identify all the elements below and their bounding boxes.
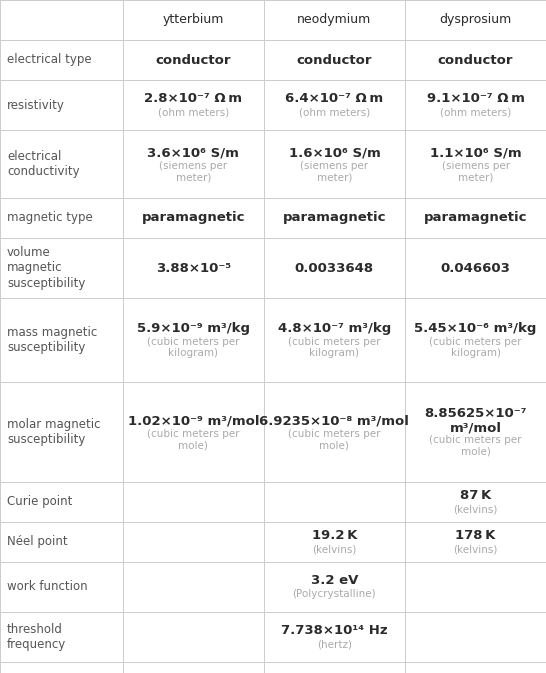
Text: (cubic meters per
mole): (cubic meters per mole): [147, 429, 240, 450]
Text: dysprosium: dysprosium: [440, 13, 512, 26]
Text: Curie point: Curie point: [7, 495, 73, 509]
Text: (cubic meters per
kilogram): (cubic meters per kilogram): [147, 336, 240, 358]
Text: 3.88×10⁻⁵: 3.88×10⁻⁵: [156, 262, 231, 275]
Text: ytterbium: ytterbium: [163, 13, 224, 26]
Text: 0.0033648: 0.0033648: [295, 262, 374, 275]
Text: 7.738×10¹⁴ Hz: 7.738×10¹⁴ Hz: [281, 625, 388, 637]
Text: 1.02×10⁻⁹ m³/mol: 1.02×10⁻⁹ m³/mol: [128, 415, 259, 427]
Text: (kelvins): (kelvins): [453, 504, 498, 514]
Text: threshold
frequency: threshold frequency: [7, 623, 66, 651]
Text: (kelvins): (kelvins): [312, 544, 357, 555]
Text: paramagnetic: paramagnetic: [424, 211, 527, 225]
Text: 5.45×10⁻⁶ m³/kg: 5.45×10⁻⁶ m³/kg: [414, 322, 537, 335]
Text: (siemens per
meter): (siemens per meter): [159, 161, 227, 182]
Text: 2.8×10⁻⁷ Ω m: 2.8×10⁻⁷ Ω m: [144, 92, 242, 106]
Text: (siemens per
meter): (siemens per meter): [442, 161, 509, 182]
Text: (cubic meters per
mole): (cubic meters per mole): [288, 429, 381, 450]
Text: 87 K: 87 K: [460, 489, 491, 503]
Text: work function: work function: [7, 581, 87, 594]
Text: (ohm meters): (ohm meters): [440, 108, 511, 117]
Text: 0.046603: 0.046603: [441, 262, 511, 275]
Text: conductor: conductor: [438, 53, 513, 67]
Text: conductor: conductor: [296, 53, 372, 67]
Text: molar magnetic
susceptibility: molar magnetic susceptibility: [7, 418, 100, 446]
Text: 19.2 K: 19.2 K: [312, 530, 357, 542]
Text: conductor: conductor: [156, 53, 231, 67]
Text: 3.6×10⁶ S/m: 3.6×10⁶ S/m: [147, 146, 239, 160]
Text: neodymium: neodymium: [298, 13, 371, 26]
Text: electrical type: electrical type: [7, 53, 92, 67]
Text: 9.1×10⁻⁷ Ω m: 9.1×10⁻⁷ Ω m: [426, 92, 525, 106]
Text: paramagnetic: paramagnetic: [141, 211, 245, 225]
Text: (cubic meters per
mole): (cubic meters per mole): [429, 435, 522, 456]
Text: mass magnetic
susceptibility: mass magnetic susceptibility: [7, 326, 97, 354]
Text: (Polycrystalline): (Polycrystalline): [293, 590, 376, 600]
Text: 6.9235×10⁻⁸ m³/mol: 6.9235×10⁻⁸ m³/mol: [259, 415, 410, 427]
Text: (siemens per
meter): (siemens per meter): [300, 161, 369, 182]
Text: 4.8×10⁻⁷ m³/kg: 4.8×10⁻⁷ m³/kg: [278, 322, 391, 335]
Text: 178 K: 178 K: [455, 530, 496, 542]
Text: magnetic type: magnetic type: [7, 211, 93, 225]
Text: (ohm meters): (ohm meters): [158, 108, 229, 117]
Text: 6.4×10⁻⁷ Ω m: 6.4×10⁻⁷ Ω m: [286, 92, 383, 106]
Text: (cubic meters per
kilogram): (cubic meters per kilogram): [429, 336, 522, 358]
Text: 1.6×10⁶ S/m: 1.6×10⁶ S/m: [288, 146, 381, 160]
Text: resistivity: resistivity: [7, 98, 65, 112]
Text: volume
magnetic
susceptibility: volume magnetic susceptibility: [7, 246, 85, 289]
Text: (cubic meters per
kilogram): (cubic meters per kilogram): [288, 336, 381, 358]
Text: 3.2 eV: 3.2 eV: [311, 575, 358, 588]
Text: 1.1×10⁶ S/m: 1.1×10⁶ S/m: [430, 146, 521, 160]
Text: (hertz): (hertz): [317, 639, 352, 649]
Text: electrical
conductivity: electrical conductivity: [7, 150, 80, 178]
Text: 8.85625×10⁻⁷
m³/mol: 8.85625×10⁻⁷ m³/mol: [424, 407, 527, 435]
Text: Néel point: Néel point: [7, 536, 68, 548]
Text: (ohm meters): (ohm meters): [299, 108, 370, 117]
Text: paramagnetic: paramagnetic: [283, 211, 386, 225]
Text: 5.9×10⁻⁹ m³/kg: 5.9×10⁻⁹ m³/kg: [137, 322, 250, 335]
Text: (kelvins): (kelvins): [453, 544, 498, 555]
